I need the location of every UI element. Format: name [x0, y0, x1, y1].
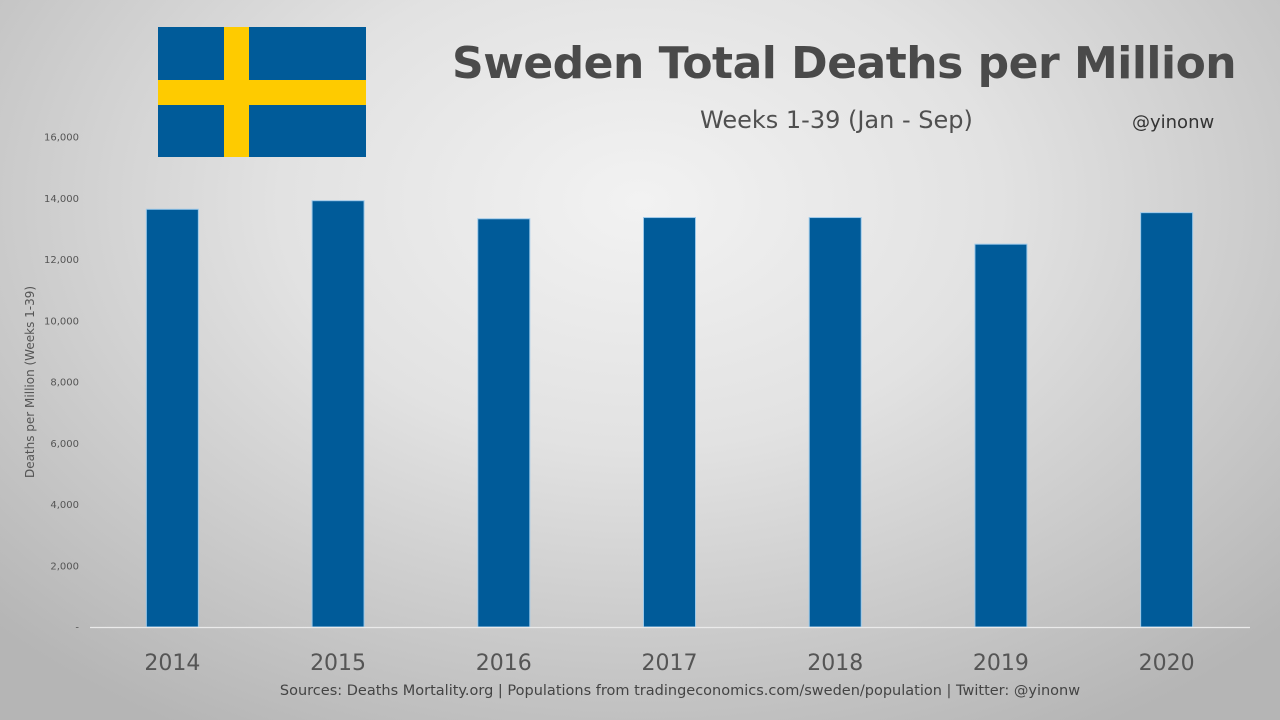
flag-cross-horizontal: [158, 80, 366, 105]
source-footnote: Sources: Deaths Mortality.org | Populati…: [279, 683, 1081, 699]
sweden-flag-icon: [158, 27, 366, 157]
x-tick-label: 2020: [1139, 651, 1195, 676]
x-tick-label: 2016: [476, 651, 532, 676]
bar-2020: [1140, 212, 1194, 628]
bar-2019: [974, 243, 1028, 628]
x-tick-label: 2019: [973, 651, 1029, 676]
bar-2016: [477, 218, 531, 628]
chart-subtitle: Weeks 1-39 (Jan - Sep): [700, 106, 973, 134]
bar-2017: [643, 217, 696, 628]
x-tick-label: 2015: [310, 651, 366, 676]
y-tick-label: 8,000: [50, 378, 79, 389]
y-tick-label: 16,000: [44, 133, 79, 144]
y-tick-label: 12,000: [44, 255, 79, 266]
x-tick-label: 2018: [807, 651, 863, 676]
y-tick-label: 14,000: [44, 194, 79, 205]
x-tick-label: 2017: [642, 651, 698, 676]
y-tick-label: 6,000: [50, 439, 79, 450]
bar-2014: [145, 208, 199, 628]
y-tick-label: -: [75, 623, 79, 634]
y-tick-label: 2,000: [50, 561, 79, 572]
chart-title: Sweden Total Deaths per Million: [452, 38, 1237, 89]
y-tick-label: 4,000: [50, 500, 79, 511]
x-tick-label: 2014: [144, 651, 200, 676]
bar-2018: [808, 217, 862, 628]
bar-2015: [311, 200, 365, 628]
twitter-handle: @yinonw: [1132, 112, 1215, 133]
y-tick-label: 10,000: [44, 316, 79, 327]
